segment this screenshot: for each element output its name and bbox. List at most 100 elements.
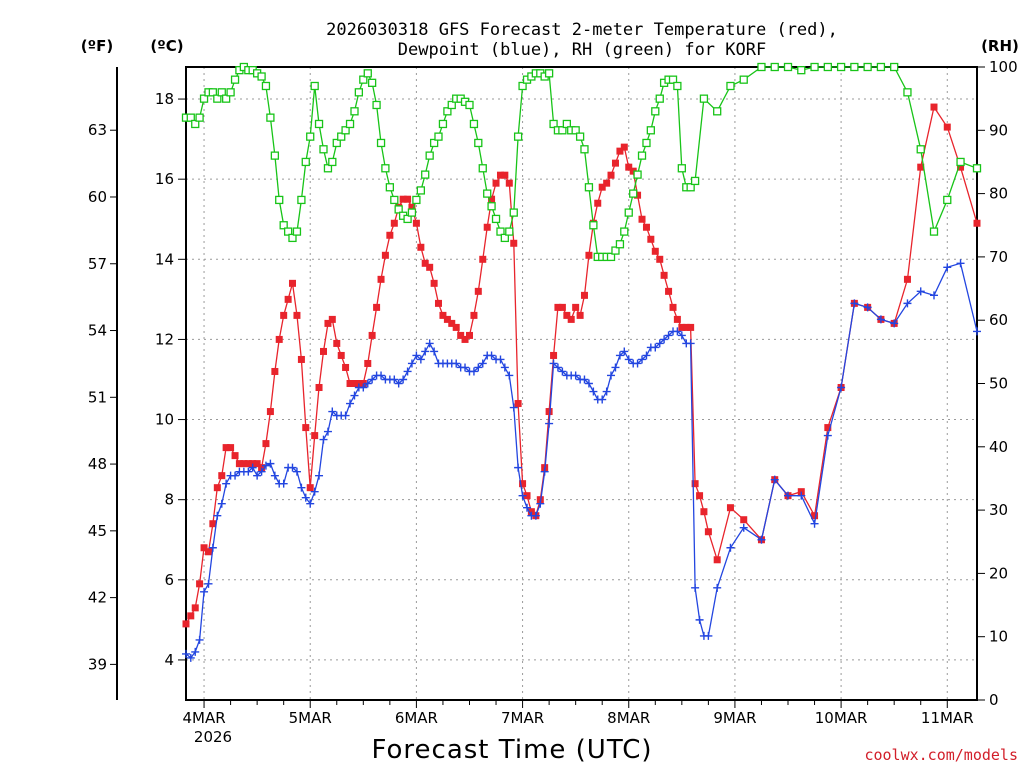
temp-point bbox=[288, 279, 296, 287]
rh-point bbox=[549, 119, 558, 129]
rh-point bbox=[385, 183, 395, 192]
dew-point bbox=[863, 303, 872, 312]
rh-point bbox=[943, 195, 952, 205]
rh-point bbox=[629, 189, 638, 198]
temp-point bbox=[271, 367, 279, 375]
temp-point bbox=[434, 299, 442, 307]
temp-point bbox=[917, 163, 925, 171]
fahrenheit-tick-label: 48 bbox=[88, 455, 107, 473]
x-tick-label: 8MAR bbox=[607, 709, 650, 727]
temp-point bbox=[611, 159, 619, 167]
dew-point bbox=[474, 363, 483, 372]
temp-point bbox=[235, 460, 243, 468]
celsius-tick-label: 12 bbox=[155, 330, 174, 348]
temp-point bbox=[200, 544, 208, 552]
dew-point bbox=[607, 371, 616, 380]
celsius-tick-label: 10 bbox=[155, 411, 174, 429]
temp-point bbox=[651, 247, 659, 255]
temp-point bbox=[381, 251, 389, 259]
dew-point bbox=[784, 491, 793, 500]
temp-point bbox=[470, 311, 478, 319]
rh-point bbox=[690, 176, 700, 186]
dew-point bbox=[620, 347, 629, 356]
rh-point bbox=[230, 75, 240, 84]
celsius-tick-label: 4 bbox=[164, 651, 174, 669]
temp-line bbox=[185, 105, 978, 625]
temp-point bbox=[510, 239, 518, 247]
rh-point bbox=[421, 170, 430, 179]
x-axis-title: Forecast Time (UTC) bbox=[371, 735, 652, 765]
temp-point bbox=[523, 492, 531, 500]
rh-point bbox=[359, 75, 368, 84]
fahrenheit-tick-label: 63 bbox=[88, 121, 107, 139]
rh-point bbox=[562, 119, 571, 129]
dew-point bbox=[633, 359, 642, 368]
dew-point bbox=[553, 363, 562, 372]
rh-point bbox=[434, 132, 443, 141]
rh-point bbox=[279, 221, 288, 230]
dew-point bbox=[390, 375, 399, 384]
rh-point bbox=[972, 164, 982, 173]
rh-point bbox=[929, 227, 939, 236]
dew-point bbox=[266, 459, 275, 468]
dew-point bbox=[213, 511, 222, 520]
rh-point bbox=[283, 227, 293, 236]
rh-point bbox=[584, 183, 594, 192]
temp-point bbox=[594, 199, 602, 207]
rh-point bbox=[372, 100, 381, 110]
temp-point bbox=[903, 275, 911, 283]
rh-point bbox=[916, 145, 925, 154]
dew-point bbox=[231, 471, 240, 480]
rh-point bbox=[257, 72, 266, 81]
temp-point bbox=[558, 303, 566, 311]
temp-point bbox=[315, 384, 323, 392]
temp-point bbox=[824, 424, 832, 432]
rh-tick-label: 90 bbox=[989, 121, 1008, 139]
rh-series bbox=[181, 62, 982, 262]
rh-point bbox=[306, 132, 315, 141]
temp-point bbox=[404, 195, 412, 203]
dew-point bbox=[523, 503, 532, 512]
x-tick-label: 11MAR bbox=[921, 709, 974, 727]
temp-point bbox=[213, 484, 221, 492]
rh-point bbox=[651, 107, 660, 116]
dew-point bbox=[890, 319, 899, 328]
dew-point bbox=[638, 355, 647, 364]
temp-point bbox=[218, 472, 226, 480]
temp-point bbox=[973, 219, 981, 227]
temp-point bbox=[324, 319, 332, 327]
rh-point bbox=[558, 126, 567, 135]
rh-point bbox=[770, 62, 779, 72]
temp-point bbox=[567, 315, 575, 323]
temp-point bbox=[550, 351, 558, 359]
temp-point bbox=[669, 303, 677, 311]
dew-point bbox=[306, 499, 315, 508]
rh-point bbox=[469, 119, 479, 129]
dew-point bbox=[200, 587, 209, 596]
rh-point bbox=[611, 246, 620, 255]
dew-point bbox=[580, 375, 589, 384]
dew-point bbox=[664, 331, 673, 340]
fahrenheit-tick-label: 45 bbox=[88, 522, 107, 540]
temp-point bbox=[682, 323, 690, 331]
temp-point bbox=[696, 492, 704, 500]
rh-point bbox=[646, 126, 655, 135]
dew-point bbox=[611, 363, 620, 372]
temp-point bbox=[501, 171, 509, 179]
dew-point bbox=[505, 371, 514, 380]
rh-point bbox=[713, 107, 722, 116]
dew-point bbox=[558, 367, 567, 376]
rh-point bbox=[699, 94, 709, 103]
temp-point bbox=[514, 400, 522, 408]
temp-point bbox=[620, 143, 628, 151]
temp-point bbox=[346, 380, 354, 387]
dew-point bbox=[186, 653, 195, 662]
x-tick-label: 5MAR bbox=[289, 709, 332, 727]
temp-point bbox=[222, 444, 230, 452]
temp-point bbox=[479, 255, 487, 263]
dew-point bbox=[651, 343, 660, 352]
temp-point bbox=[328, 315, 336, 323]
celsius-tick-label: 6 bbox=[164, 571, 174, 589]
dew-point bbox=[319, 435, 328, 444]
temp-point bbox=[302, 424, 310, 432]
